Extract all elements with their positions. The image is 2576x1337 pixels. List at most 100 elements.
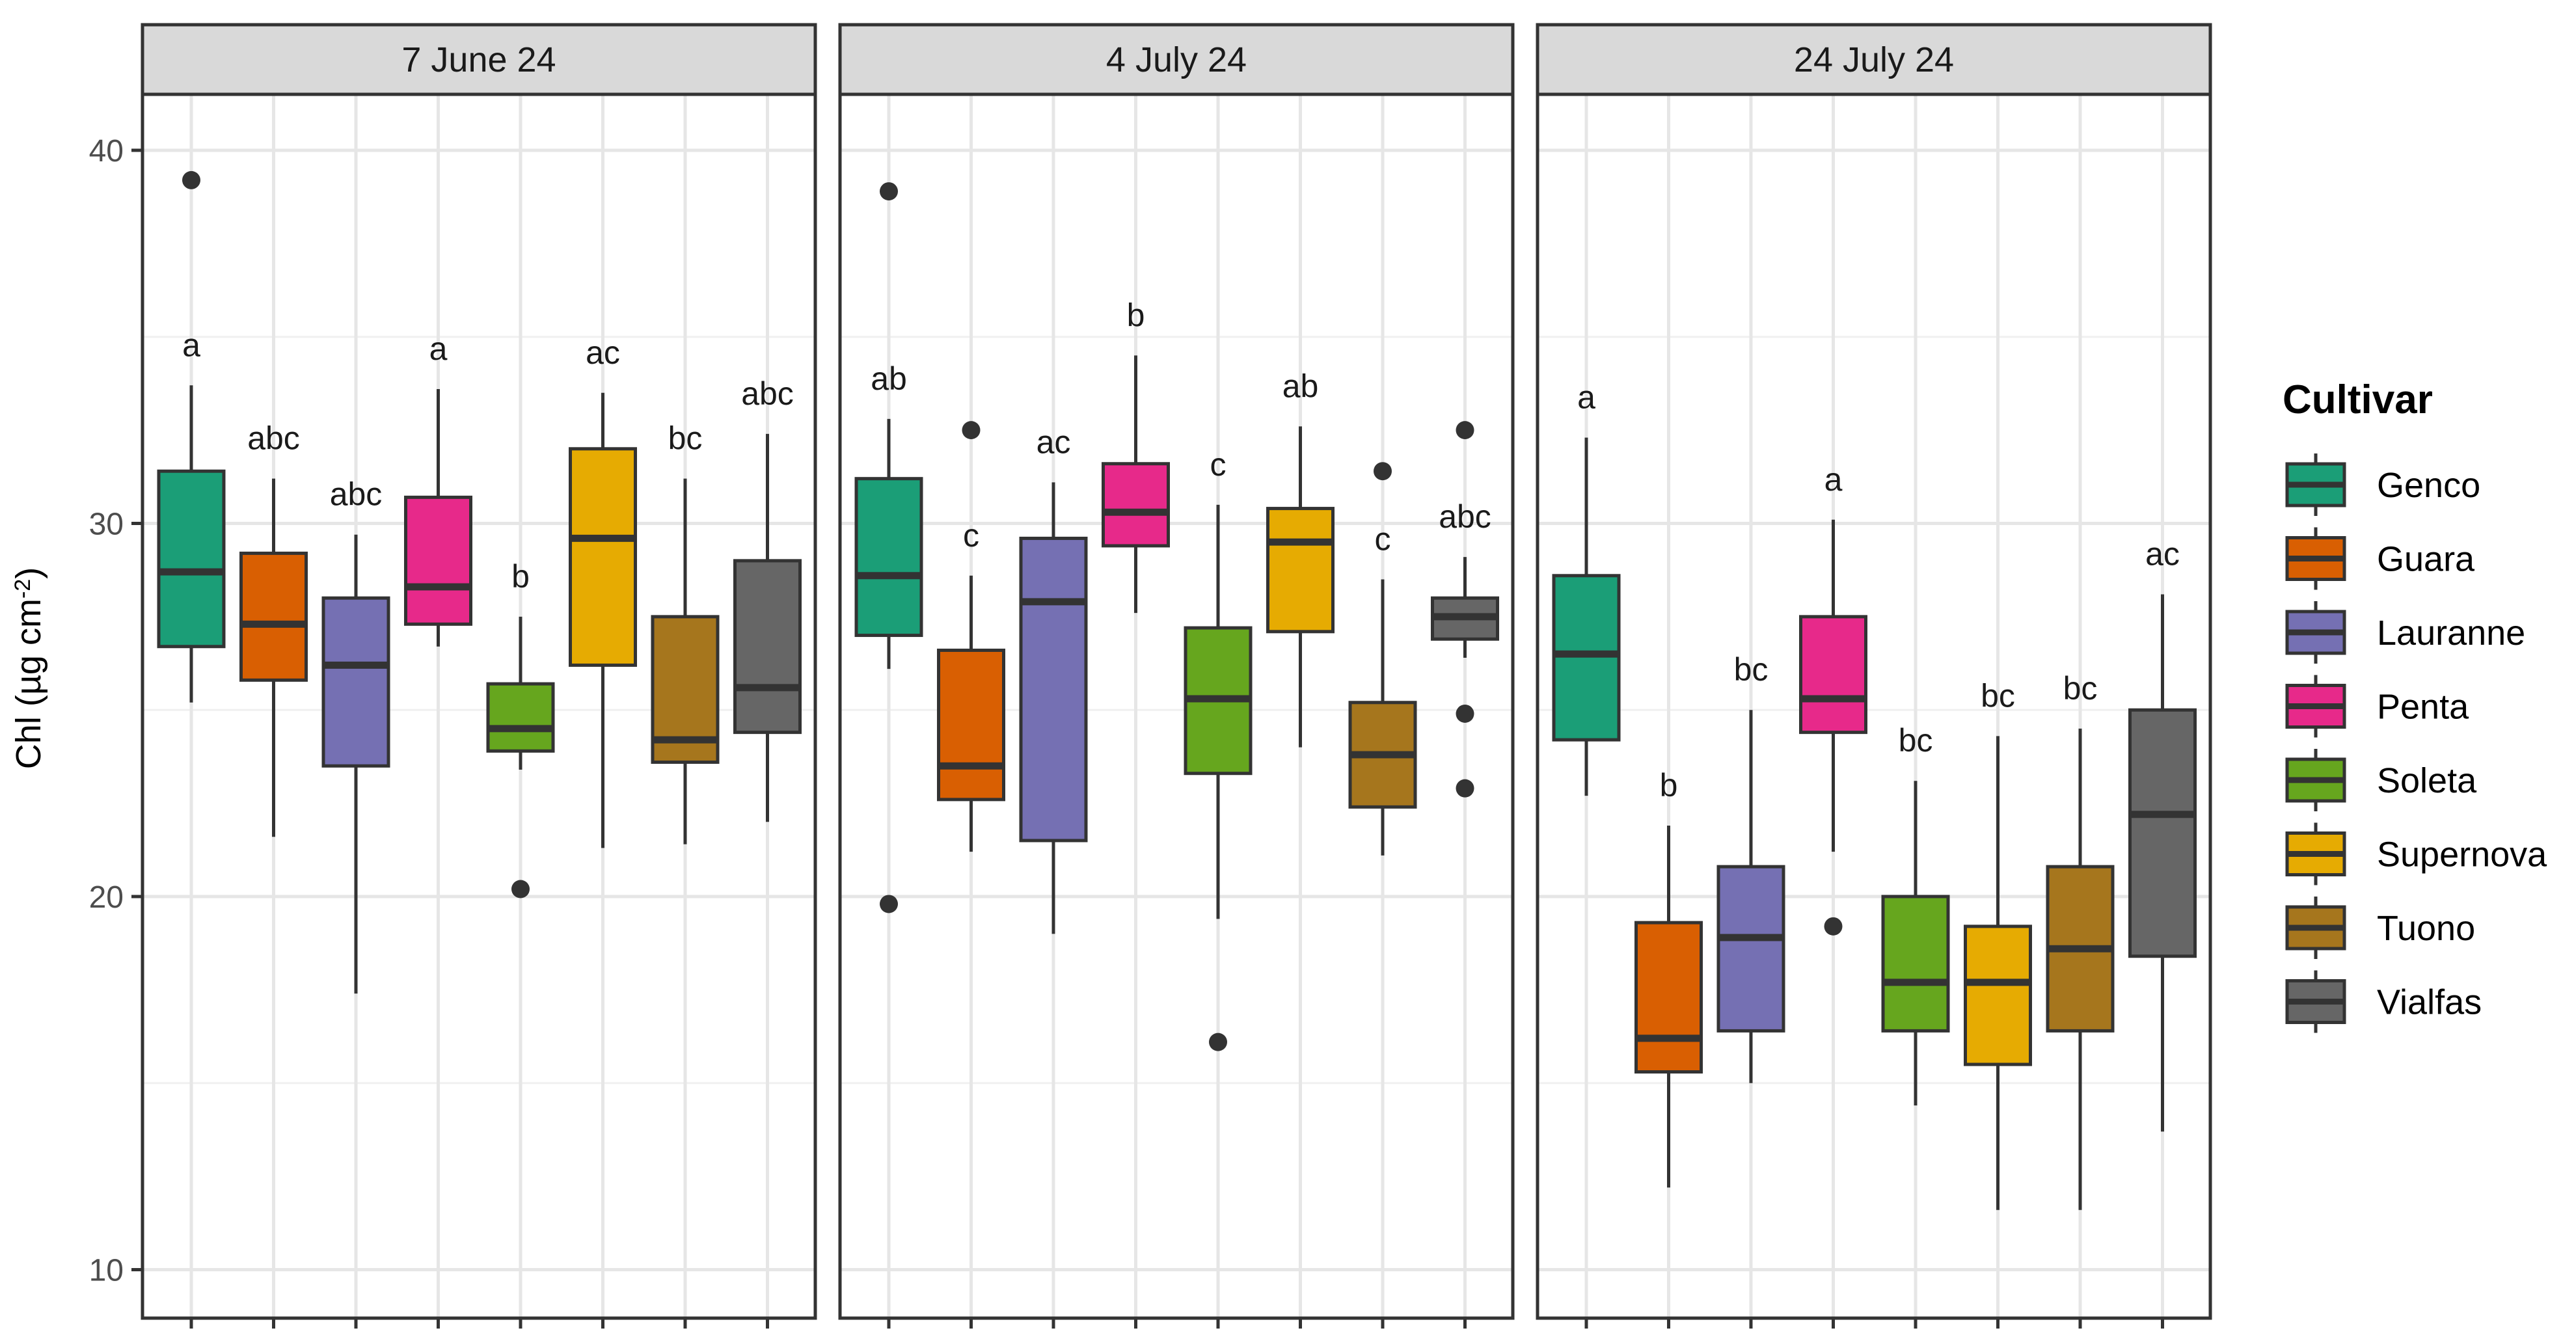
facet-strip-label: 7 June 24 bbox=[401, 40, 556, 79]
significance-letter: ac bbox=[586, 334, 620, 371]
facet-strip bbox=[838, 23, 1515, 96]
significance-letter: bc bbox=[1899, 722, 1933, 759]
box-body bbox=[1266, 507, 1335, 634]
box-soleta: c bbox=[1184, 446, 1253, 1051]
facet-strip-label: 24 July 24 bbox=[1794, 40, 1954, 79]
box-vialfas: abc bbox=[733, 375, 802, 822]
box-genco: a bbox=[157, 170, 226, 703]
box-body bbox=[1964, 925, 2032, 1066]
box-lauranne: ac bbox=[1019, 424, 1088, 934]
box-body bbox=[1799, 615, 1867, 735]
significance-letter: c bbox=[1375, 521, 1391, 558]
panel-border bbox=[141, 92, 817, 1320]
significance-letter: a bbox=[1577, 379, 1595, 416]
significance-letter: ac bbox=[2145, 535, 2180, 572]
legend-item-vialfas: Vialfas bbox=[2285, 970, 2482, 1033]
box-tuono: c bbox=[1348, 462, 1417, 856]
box-body bbox=[239, 551, 308, 682]
outlier-point bbox=[962, 421, 981, 440]
box-body bbox=[937, 648, 1005, 802]
box-tuono: bc bbox=[651, 420, 720, 844]
box-vialfas: ac bbox=[2128, 535, 2197, 1132]
box-body bbox=[404, 495, 472, 626]
legend-label: Vialfas bbox=[2377, 983, 2482, 1022]
significance-letter: abc bbox=[330, 476, 383, 513]
box-genco: ab bbox=[854, 182, 923, 913]
box-penta: a bbox=[404, 331, 472, 647]
box-vialfas: abc bbox=[1431, 421, 1499, 798]
outlier-point bbox=[1456, 779, 1474, 798]
facet-strip bbox=[141, 23, 817, 96]
outlier-point bbox=[511, 880, 530, 898]
box-supernova: ab bbox=[1266, 368, 1335, 748]
legend-label: Tuono bbox=[2377, 909, 2475, 948]
y-axis-title: Chl (µg cm-2) bbox=[9, 567, 48, 769]
box-body bbox=[1552, 574, 1621, 742]
box-penta: a bbox=[1799, 461, 1867, 936]
panel-background bbox=[1538, 94, 2210, 1318]
box-supernova: ac bbox=[569, 334, 637, 848]
significance-letter: bc bbox=[1981, 677, 2015, 714]
facet-strip bbox=[1536, 23, 2212, 96]
legend-item-lauranne: Lauranne bbox=[2285, 601, 2525, 664]
significance-letter: abc bbox=[1439, 498, 1491, 535]
significance-letter: bc bbox=[668, 420, 703, 457]
facet-panel-3: 24 July 24 a b bc a bc bc bc ac bbox=[1536, 23, 2212, 1320]
legend-label: Genco bbox=[2377, 466, 2480, 505]
box-body bbox=[733, 559, 802, 735]
box-guara: c bbox=[937, 421, 1005, 852]
box-soleta: bc bbox=[1881, 722, 1950, 1106]
outlier-point bbox=[880, 895, 898, 913]
significance-letter: bc bbox=[2063, 670, 2098, 707]
box-penta: b bbox=[1102, 297, 1170, 614]
significance-letter: bc bbox=[1734, 651, 1769, 688]
significance-letter: b bbox=[1660, 767, 1678, 804]
box-body bbox=[2128, 708, 2197, 958]
outlier-point bbox=[880, 182, 898, 201]
panel-border bbox=[1536, 92, 2212, 1320]
box-body bbox=[569, 447, 637, 667]
legend-item-tuono: Tuono bbox=[2285, 897, 2475, 959]
outlier-point bbox=[1374, 462, 1392, 481]
y-tick-label: 40 bbox=[89, 134, 124, 169]
legend-item-penta: Penta bbox=[2285, 675, 2469, 738]
significance-letter: ab bbox=[1282, 368, 1319, 404]
significance-letter: a bbox=[429, 331, 448, 367]
legend-label: Lauranne bbox=[2377, 614, 2525, 653]
box-body bbox=[1716, 865, 1785, 1033]
legend-item-genco: Genco bbox=[2285, 453, 2480, 516]
significance-letter: b bbox=[1127, 297, 1145, 333]
box-body bbox=[1634, 921, 1703, 1074]
box-body bbox=[1881, 895, 1950, 1033]
panel-border bbox=[838, 92, 1515, 1320]
box-body bbox=[1102, 462, 1170, 548]
box-guara: b bbox=[1634, 767, 1703, 1188]
box-genco: a bbox=[1552, 379, 1621, 796]
box-lauranne: abc bbox=[321, 476, 390, 994]
box-guara: abc bbox=[239, 420, 308, 837]
legend-title: Cultivar bbox=[2283, 377, 2433, 422]
significance-letter: a bbox=[182, 327, 200, 363]
box-lauranne: bc bbox=[1716, 651, 1785, 1083]
box-soleta: b bbox=[486, 558, 555, 898]
box-body bbox=[157, 469, 226, 649]
significance-letter: ab bbox=[871, 360, 907, 397]
significance-letter: b bbox=[511, 558, 530, 595]
box-tuono: bc bbox=[2046, 670, 2115, 1210]
legend-label: Soleta bbox=[2377, 761, 2477, 800]
legend-label: Guara bbox=[2377, 540, 2475, 579]
significance-letter: abc bbox=[247, 420, 300, 457]
y-tick-label: 20 bbox=[89, 880, 124, 915]
significance-letter: ac bbox=[1037, 424, 1071, 460]
box-body bbox=[1019, 536, 1088, 843]
outlier-point bbox=[1824, 917, 1843, 936]
significance-letter: a bbox=[1824, 461, 1843, 498]
significance-letter: abc bbox=[741, 375, 794, 412]
legend: Cultivar Genco Guara Lauranne Penta Soleta Su… bbox=[2283, 377, 2547, 1033]
outlier-point bbox=[1209, 1033, 1227, 1051]
box-supernova: bc bbox=[1964, 677, 2032, 1210]
significance-letter: c bbox=[963, 517, 979, 554]
